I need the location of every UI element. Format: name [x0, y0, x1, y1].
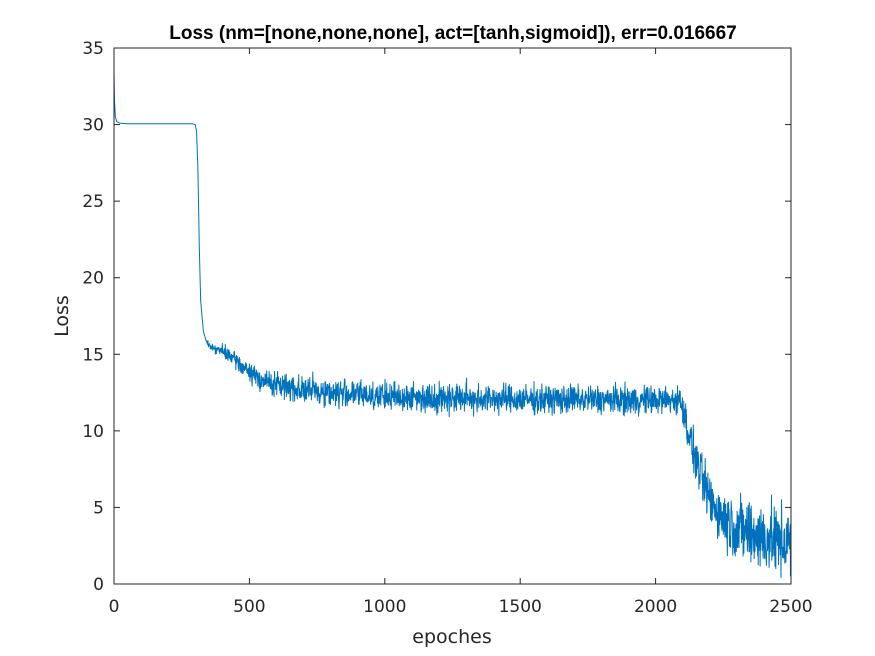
y-axis: 0 5 10 15 20 25 30 35 [82, 39, 791, 595]
series-layer [113, 70, 792, 579]
y-tick-label: 15 [82, 345, 104, 365]
y-tick-label: 35 [82, 39, 104, 59]
axes-box [113, 47, 792, 585]
x-tick-label: 2500 [769, 597, 812, 617]
y-tick-label: 25 [82, 192, 104, 212]
x-tick-label: 0 [109, 597, 120, 617]
x-axis: 0 500 1000 1500 2000 2500 [109, 48, 813, 617]
y-tick-label: 30 [82, 116, 104, 136]
y-tick-label: 0 [93, 575, 104, 595]
chart-title: Loss (nm=[none,none,none], act=[tanh,sig… [169, 23, 737, 44]
y-axis-label: Loss [51, 295, 73, 337]
y-tick-label: 5 [93, 498, 104, 518]
y-tick-label: 10 [82, 422, 104, 442]
y-tick-label: 20 [82, 269, 104, 289]
x-tick-label: 2000 [634, 597, 677, 617]
loss-series-line [113, 70, 792, 579]
x-axis-label: epoches [412, 626, 491, 648]
x-tick-label: 1500 [499, 597, 542, 617]
x-tick-label: 500 [233, 597, 265, 617]
x-tick-label: 1000 [363, 597, 406, 617]
